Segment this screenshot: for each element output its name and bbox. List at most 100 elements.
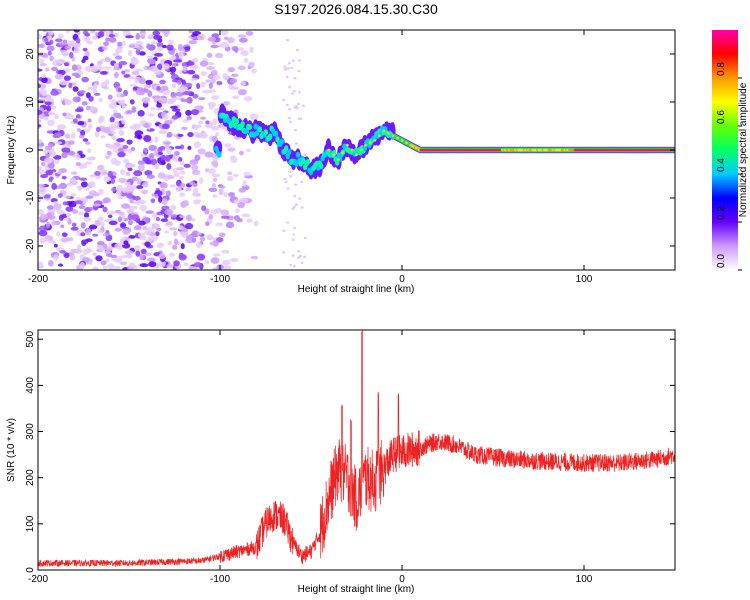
spectrogram-cell <box>168 252 176 257</box>
spectrogram-cell <box>220 41 229 49</box>
spectrogram-cell <box>72 222 77 227</box>
spectrogram-cell <box>243 171 251 177</box>
spectrogram-cell <box>218 188 224 196</box>
spectrogram-cell <box>142 123 150 129</box>
spectrogram-cell <box>138 220 146 226</box>
spectrogram-cell <box>150 158 158 166</box>
snr-ylabel: SNR (10 * v/v) <box>6 418 17 482</box>
spectrogram-cell <box>167 175 175 180</box>
spectrogram-cell <box>297 91 301 94</box>
spectrogram-cell <box>72 118 78 124</box>
spectrogram-cell <box>117 151 126 158</box>
spectrogram-cell <box>149 152 155 159</box>
spectrogram-cell <box>144 170 153 176</box>
figure-title: S197.2026.084.15.30.C30 <box>274 1 438 17</box>
spectrogram-cell <box>92 89 98 94</box>
spectrogram-cell <box>98 188 104 195</box>
spectrogram-cell <box>231 73 239 77</box>
spectrogram-cell <box>109 117 115 123</box>
spectrogram-cell <box>158 130 168 135</box>
spectrogram-ridge-spot <box>359 148 363 152</box>
spectrogram-cell <box>143 84 150 90</box>
spectrogram-ridge-mid <box>305 158 311 165</box>
spectrogram-cell <box>147 58 157 65</box>
spectrogram-cell <box>139 253 145 261</box>
spectrogram-cell <box>220 30 229 36</box>
spectrogram-cell <box>110 99 117 106</box>
spectrogram-cell <box>245 31 254 36</box>
spectrogram-cell <box>175 185 182 193</box>
spectrogram-cell <box>114 121 120 129</box>
spectrogram-cell <box>282 98 286 102</box>
spectrogram-cell <box>103 66 112 70</box>
spectrogram-cell <box>116 137 125 143</box>
spectrogram-cell <box>227 36 235 44</box>
spectrogram-cell <box>134 195 141 202</box>
spectrogram-cell <box>53 243 58 248</box>
spectrogram-cell <box>154 136 159 143</box>
spectrogram-cell <box>185 187 192 192</box>
spectrogram-cell <box>54 132 62 137</box>
spectrogram-cell <box>126 254 133 259</box>
spectrogram-cell <box>139 263 149 268</box>
spectrogram-cell <box>94 219 101 227</box>
spectrogram-ridge-mid <box>294 160 299 167</box>
spectrogram-cell <box>85 161 93 165</box>
snr-ytick-label: 500 <box>25 330 36 347</box>
spectrogram-ridge-mid <box>247 123 253 130</box>
spectrogram-cell <box>153 35 162 39</box>
spectrogram-cell <box>139 204 148 212</box>
spectrogram-cell <box>165 221 173 226</box>
spectrogram-cell <box>127 49 133 57</box>
spectrogram-cell <box>121 70 126 75</box>
spectrogram-cell <box>54 113 59 120</box>
spectrogram-cell <box>81 76 90 83</box>
spectrogram-cell <box>251 68 257 74</box>
spectrogram-cell <box>187 145 192 151</box>
spectrogram-cell <box>114 265 121 270</box>
spectrogram-cell <box>206 52 213 58</box>
spectrogram-cell <box>148 33 154 40</box>
spectrogram-cell <box>163 141 171 145</box>
spectrogram-cell <box>59 190 67 195</box>
spectrogram-cell <box>44 157 53 164</box>
spectrogram-cell <box>107 214 113 218</box>
spectrogram-cell <box>82 256 90 263</box>
spectrogram-ridge-mid <box>362 145 368 152</box>
spectrogram-cell <box>138 164 145 172</box>
spectrogram-cell <box>238 37 248 43</box>
spectrogram-ridge-spot <box>409 143 413 147</box>
spectrogram-cell <box>173 134 178 138</box>
spectrogram-ridge-spot <box>341 151 345 154</box>
spectrogram-cell <box>237 47 244 51</box>
spectrogram-cell <box>73 30 80 33</box>
spectrogram-cell <box>106 210 116 215</box>
spectrogram-cell <box>191 164 199 171</box>
spectrogram-ridge-spot <box>377 134 381 138</box>
spectrogram-cell <box>283 68 287 71</box>
spectrogram-cell <box>45 67 50 72</box>
spectrogram-cell <box>104 56 111 63</box>
spectrogram-cell <box>298 254 302 258</box>
spectrogram-cell <box>212 118 218 126</box>
spectrogram-cell <box>288 170 292 174</box>
spectrogram-cell <box>187 69 196 75</box>
spectrogram-cell <box>111 258 120 262</box>
spectrogram-ridge-spot <box>332 153 336 157</box>
spectrogram-ytick-label: -20 <box>25 238 36 253</box>
spectrogram-cell <box>103 41 110 47</box>
spectrogram-ridge-mid <box>286 149 292 156</box>
spectrogram-cell <box>232 173 239 177</box>
spectrogram-cell <box>38 145 42 151</box>
spectrogram-cell <box>92 203 102 207</box>
spectrogram-cell <box>98 31 105 38</box>
spectrogram-cell <box>121 119 126 125</box>
spectrogram-cell <box>113 62 120 69</box>
spectrogram-cell <box>65 213 72 217</box>
spectrogram-cell <box>95 255 103 262</box>
spectrogram-cell <box>94 171 101 176</box>
spectrogram-cell <box>184 222 194 230</box>
spectrogram-cell <box>109 127 114 132</box>
spectrogram-cell <box>51 220 57 226</box>
spectrogram-cell <box>131 214 140 222</box>
